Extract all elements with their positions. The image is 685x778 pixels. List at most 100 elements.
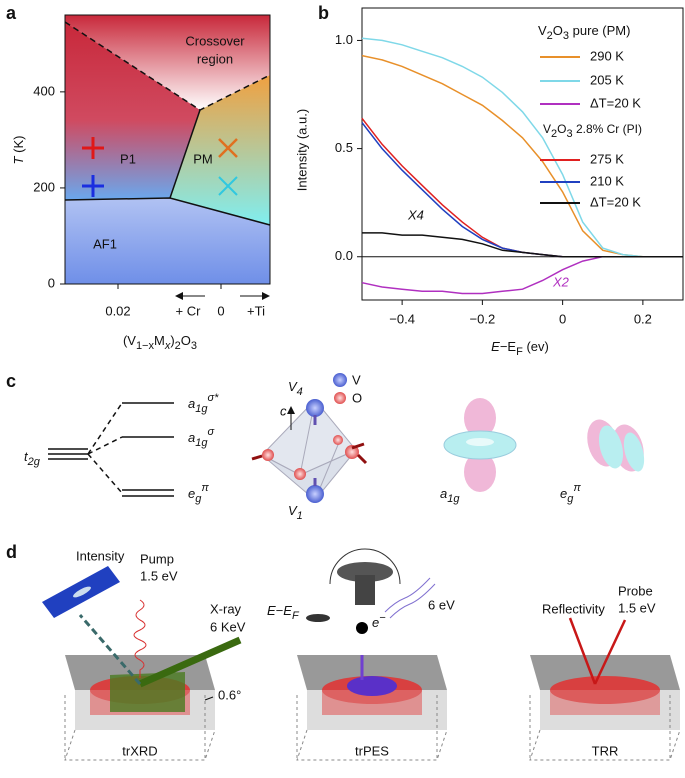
- atom-label: V1: [288, 503, 303, 521]
- legend-label: 210 K: [590, 173, 624, 188]
- label-part: −: [379, 612, 386, 624]
- label-part: e: [560, 486, 567, 501]
- orbital-label: egπ: [560, 482, 581, 505]
- phase-regions: [64, 14, 271, 285]
- label-part: 2: [551, 128, 557, 140]
- energy-diagram: [48, 402, 174, 497]
- annotation: X2: [552, 274, 570, 289]
- label: E−EF: [267, 603, 300, 621]
- x-axis-label: (V1−xMx)2O3: [123, 333, 197, 351]
- label: 0.6°: [218, 687, 241, 702]
- label-part: a: [440, 486, 447, 501]
- label-part: g: [567, 493, 574, 505]
- panel-label: d: [6, 542, 17, 562]
- label: 1.5 eV: [140, 568, 178, 583]
- plot-frame: [361, 7, 684, 301]
- series-line: [361, 117, 683, 258]
- x-tick-label: 0: [217, 303, 224, 318]
- legend-label: 205 K: [590, 72, 624, 87]
- label-part: 1−x: [136, 340, 155, 352]
- label-part: a: [188, 396, 195, 411]
- region-label: region: [197, 51, 233, 66]
- atom-label: V4: [288, 379, 303, 397]
- region-label: Crossover: [185, 33, 245, 48]
- label: 1.5 eV: [618, 600, 656, 615]
- legend-header: V2O3 2.8% Cr (PI): [543, 122, 642, 140]
- x-axis-label: E−EF (ev): [491, 339, 549, 357]
- label: X-ray: [210, 601, 242, 616]
- panel-label: b: [318, 3, 329, 23]
- label-part: O: [181, 333, 191, 348]
- label-part: π: [573, 482, 581, 494]
- level-label: a1gσ: [188, 426, 214, 449]
- series-line: [362, 232, 683, 258]
- dopant-label: + Cr: [176, 303, 202, 318]
- level-label: a1gσ*: [188, 392, 219, 415]
- x-tick-label: 0.02: [105, 303, 130, 318]
- label-part: 1: [297, 510, 303, 522]
- label-part: O: [557, 122, 566, 136]
- octahedron: [251, 373, 368, 503]
- label-part: g: [195, 493, 202, 505]
- label-part: 2.8% Cr (PI): [573, 122, 642, 136]
- label-part: T: [11, 155, 26, 164]
- series-line: [361, 255, 683, 295]
- label-part: σ*: [207, 392, 219, 404]
- label-part: 4: [297, 386, 303, 398]
- label-part: pure (PM): [569, 23, 630, 38]
- series-line: [361, 122, 683, 258]
- y-tick-label: 0.0: [335, 248, 353, 263]
- label-part: 2g: [27, 456, 41, 468]
- label-part: E: [491, 339, 500, 354]
- y-tick-label: 1.0: [335, 32, 353, 47]
- y-axis-label: T (K): [11, 136, 26, 165]
- label-part: M: [154, 333, 165, 348]
- legend-label: ΔT=20 K: [590, 194, 641, 209]
- orbital-label: a1g: [440, 486, 460, 504]
- label: Probe: [618, 583, 653, 598]
- sample-slabs: [42, 548, 681, 761]
- x-tick-label: 0.2: [634, 311, 652, 326]
- label-part: 1g: [195, 437, 208, 449]
- y-tick-label: 200: [33, 179, 55, 194]
- series-line: [361, 54, 683, 258]
- legend-label: 275 K: [590, 151, 624, 166]
- label: Pump: [140, 551, 174, 566]
- label-part: 3: [566, 128, 572, 140]
- y-tick-label: 0: [48, 275, 55, 290]
- label-part: 3: [191, 340, 197, 352]
- label-part: 1g: [195, 403, 208, 415]
- dopant-label: +Ti: [247, 303, 265, 318]
- label-part: x: [164, 340, 171, 352]
- level-label: egπ: [188, 482, 209, 505]
- panel-label: c: [6, 371, 16, 391]
- legend-label: ΔT=20 K: [590, 95, 641, 110]
- label-part: π: [201, 482, 209, 494]
- label-part: ): [170, 333, 174, 348]
- legend-label: 290 K: [590, 48, 624, 63]
- label-part: V: [543, 122, 551, 136]
- label-part: (V: [123, 333, 136, 348]
- label-part: a: [188, 430, 195, 445]
- label-part: F: [292, 610, 300, 622]
- x-tick-label: −0.2: [470, 311, 496, 326]
- orbitals: [443, 398, 645, 492]
- label-part: t: [24, 449, 29, 464]
- label-part: e: [188, 486, 195, 501]
- legend-label: O: [352, 390, 362, 405]
- y-tick-label: 400: [33, 83, 55, 98]
- label-part: 3: [563, 30, 569, 42]
- axis-label: c: [280, 403, 287, 418]
- series-line: [361, 37, 683, 258]
- level-label: t2g: [24, 449, 41, 467]
- region-label: P1: [120, 151, 136, 166]
- label-part: σ: [207, 426, 214, 438]
- label-part: E−E: [267, 603, 292, 618]
- label-part: (ev): [523, 339, 549, 354]
- x-tick-label: 0: [559, 311, 566, 326]
- label: Intensity: [76, 548, 125, 563]
- legend-header: V2O3 pure (PM): [538, 23, 630, 41]
- label: Reflectivity: [542, 601, 605, 616]
- label-part: (K): [11, 136, 26, 157]
- label-part: V: [538, 23, 547, 38]
